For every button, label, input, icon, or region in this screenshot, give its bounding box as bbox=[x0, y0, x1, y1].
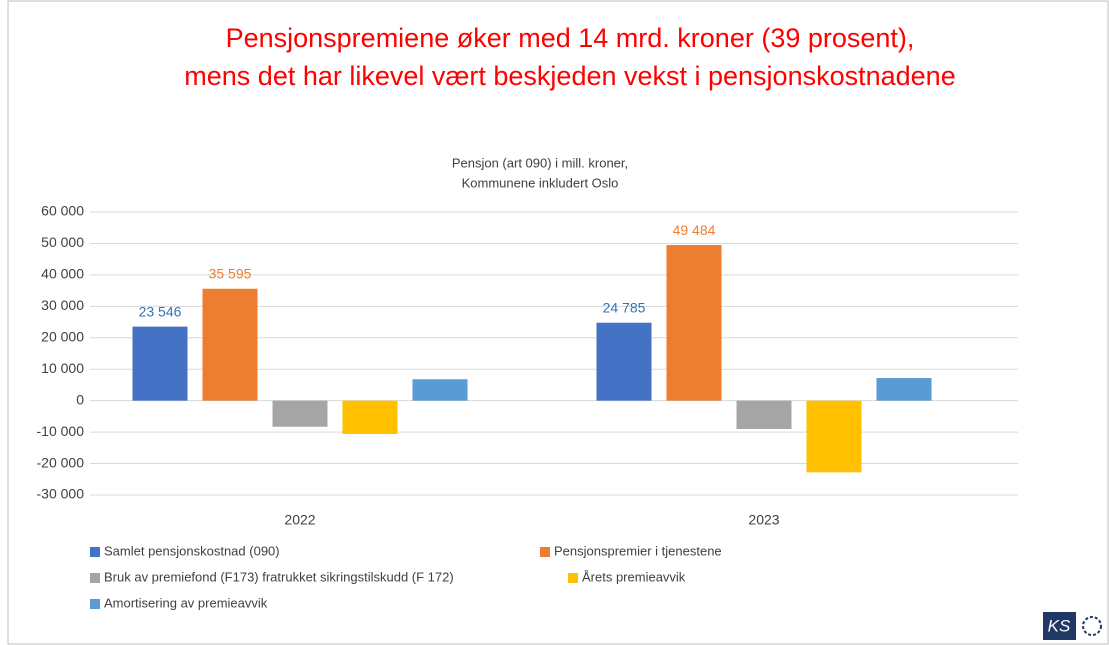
bar bbox=[806, 400, 862, 473]
bar bbox=[202, 288, 258, 401]
title-line: Pensjonspremiene øker med 14 mrd. kroner… bbox=[226, 23, 915, 53]
svg-text:KS: KS bbox=[1048, 616, 1071, 635]
bar bbox=[342, 400, 398, 434]
y-tick-label: 50 000 bbox=[41, 234, 84, 250]
bar bbox=[132, 326, 188, 401]
data-label: 35 595 bbox=[209, 265, 252, 281]
bar bbox=[736, 400, 792, 429]
x-tick-label: 2023 bbox=[748, 512, 779, 528]
legend-label: Amortisering av premieavvik bbox=[104, 595, 268, 610]
bar bbox=[666, 245, 722, 401]
bar bbox=[412, 379, 468, 401]
slide-frame bbox=[7, 0, 1109, 645]
y-tick-label: 30 000 bbox=[41, 297, 84, 313]
title-line: mens det har likevel vært beskjeden veks… bbox=[184, 61, 955, 91]
legend-swatch bbox=[90, 573, 100, 583]
bar bbox=[272, 400, 328, 427]
legend-swatch bbox=[540, 547, 550, 557]
data-label: 24 785 bbox=[603, 299, 646, 315]
bar bbox=[876, 378, 932, 401]
legend-label: Årets premieavvik bbox=[582, 569, 686, 584]
y-tick-label: 10 000 bbox=[41, 360, 84, 376]
chart-subtitle: Pensjon (art 090) i mill. kroner, bbox=[452, 155, 628, 170]
legend-label: Pensjonspremier i tjenestene bbox=[554, 543, 722, 558]
y-tick-label: 40 000 bbox=[41, 266, 84, 282]
logo: KS bbox=[1043, 612, 1102, 640]
y-tick-label: 60 000 bbox=[41, 203, 84, 219]
bar bbox=[596, 322, 652, 401]
y-tick-label: -10 000 bbox=[37, 423, 85, 439]
x-tick-label: 2022 bbox=[284, 512, 315, 528]
legend-label: Samlet pensjonskostnad (090) bbox=[104, 543, 280, 558]
y-tick-label: 0 bbox=[76, 391, 84, 407]
data-label: 49 484 bbox=[673, 222, 716, 238]
y-tick-label: -20 000 bbox=[37, 454, 85, 470]
data-label: 23 546 bbox=[139, 303, 182, 319]
chart-subtitle: Kommunene inkludert Oslo bbox=[462, 175, 619, 190]
y-tick-label: -30 000 bbox=[37, 486, 85, 502]
y-tick-label: 20 000 bbox=[41, 328, 84, 344]
legend-swatch bbox=[568, 573, 578, 583]
legend-label: Bruk av premiefond (F173) fratrukket sik… bbox=[104, 569, 454, 584]
legend-swatch bbox=[90, 547, 100, 557]
legend-swatch bbox=[90, 599, 100, 609]
